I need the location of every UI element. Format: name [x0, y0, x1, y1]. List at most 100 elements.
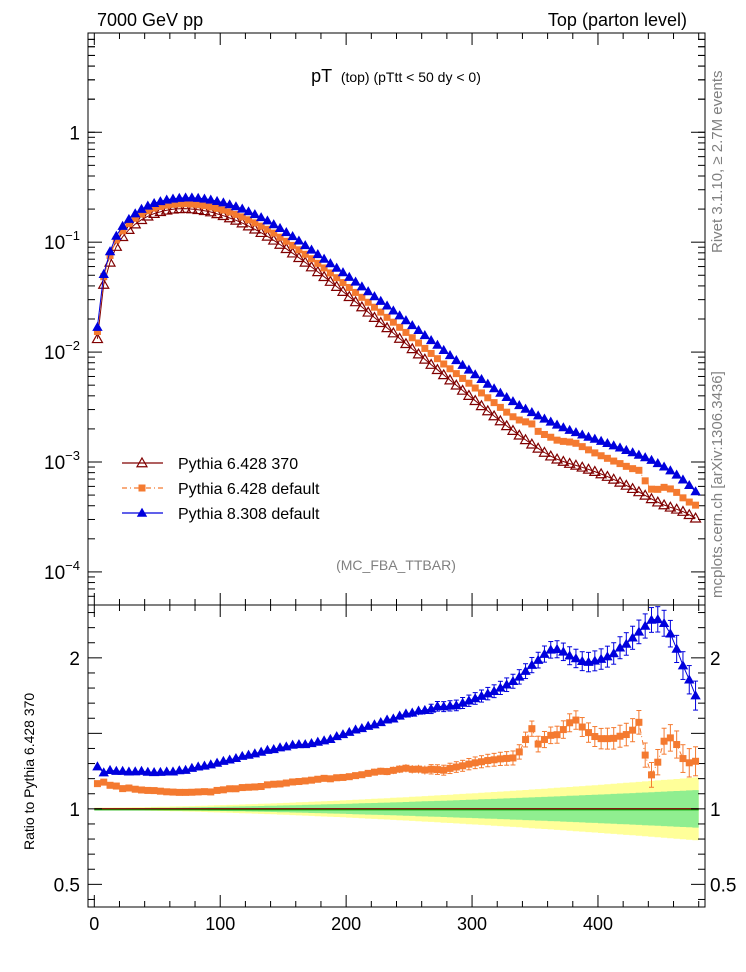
- ratio-data-point: [484, 757, 492, 765]
- ratio-data-point: [679, 755, 687, 763]
- y-tick-base: 10: [44, 453, 65, 474]
- data-point: [519, 433, 532, 445]
- ratio-data-point: [433, 766, 441, 774]
- ratio-data-point: [547, 731, 555, 739]
- data-point: [520, 403, 531, 413]
- data-point: [639, 452, 651, 462]
- ratio-data-point: [459, 762, 467, 770]
- data-point: [462, 389, 475, 400]
- y-tick-label: 10−3: [44, 448, 80, 474]
- data-point: [620, 479, 633, 490]
- data-point: [418, 353, 431, 364]
- data-point: [117, 220, 128, 230]
- ratio-data-point: [131, 785, 139, 793]
- data-point: [503, 408, 511, 416]
- data-point: [305, 260, 318, 272]
- data-point: [608, 440, 619, 450]
- ratio-data-point: [219, 786, 227, 794]
- ratio-data-point: [647, 771, 655, 779]
- data-point: [312, 249, 323, 259]
- ratio-data-point: [251, 783, 259, 791]
- ratio-data-point: [514, 671, 525, 681]
- y-tick-base: 10: [44, 343, 65, 364]
- ratio-data-point: [578, 723, 586, 731]
- data-point: [666, 485, 674, 493]
- data-point: [198, 204, 211, 216]
- data-point: [119, 227, 127, 235]
- data-point: [355, 300, 368, 312]
- data-point: [381, 300, 393, 310]
- ratio-data-point: [333, 774, 341, 782]
- ratio-data-point: [627, 632, 638, 642]
- ratio-y-tick-label: 1: [69, 800, 80, 821]
- data-point: [588, 465, 601, 476]
- data-point: [287, 231, 298, 241]
- ratio-data-point: [585, 729, 593, 737]
- data-point: [602, 437, 613, 448]
- data-point: [194, 201, 202, 209]
- ratio-data-point: [558, 646, 569, 656]
- data-point: [217, 209, 230, 221]
- ratio-data-point: [440, 766, 448, 774]
- data-point: [513, 429, 526, 440]
- legend-marker: [138, 484, 146, 492]
- data-point: [564, 424, 575, 434]
- data-point: [374, 316, 387, 328]
- data-point: [318, 253, 330, 263]
- ratio-data-point: [92, 761, 103, 771]
- data-point: [156, 203, 164, 211]
- data-point: [570, 427, 582, 437]
- data-point: [211, 207, 224, 219]
- data-point: [685, 498, 693, 506]
- ratio-data-point: [564, 650, 575, 660]
- ratio-data-point: [238, 784, 246, 792]
- data-point: [577, 429, 588, 439]
- data-point: [652, 458, 663, 468]
- data-point: [324, 275, 337, 286]
- x-tick-label: 300: [457, 914, 487, 934]
- ratio-data-point: [629, 726, 637, 734]
- ratio-y-tick-label: 0.5: [54, 875, 80, 896]
- data-point: [343, 290, 356, 302]
- ratio-data-point: [515, 748, 523, 756]
- data-point: [293, 235, 305, 245]
- ratio-data-point: [566, 719, 574, 727]
- data-point: [482, 378, 493, 388]
- ratio-data-point: [654, 758, 662, 766]
- data-point: [677, 474, 689, 484]
- data-point: [93, 327, 101, 335]
- data-point: [558, 422, 569, 432]
- data-point: [306, 244, 317, 254]
- data-point: [569, 459, 582, 470]
- data-point: [345, 283, 353, 291]
- data-point: [394, 310, 405, 320]
- ratio-data-point: [352, 772, 360, 780]
- data-point: [437, 368, 450, 380]
- data-point: [532, 410, 544, 420]
- data-point: [627, 447, 638, 457]
- y-tick-exponent: −1: [65, 228, 80, 243]
- data-point: [421, 344, 429, 352]
- data-point: [364, 298, 372, 306]
- ratio-data-point: [358, 771, 366, 779]
- legend: Pythia 6.428 370 Pythia 6.428 default Pyth…: [122, 456, 320, 523]
- data-point: [528, 420, 536, 428]
- data-point: [229, 214, 242, 225]
- data-point: [207, 203, 215, 211]
- data-point: [676, 505, 689, 516]
- data-point: [459, 374, 467, 382]
- ratio-data-point: [551, 643, 563, 654]
- y-tick-label: 10−1: [44, 228, 80, 254]
- data-point: [356, 281, 368, 291]
- legend-label: Pythia 6.428 370: [178, 456, 298, 473]
- data-point: [104, 246, 116, 256]
- data-point: [276, 233, 284, 241]
- legend-marker: [135, 456, 149, 468]
- data-point: [515, 416, 523, 424]
- data-point: [689, 512, 702, 523]
- data-point: [257, 222, 265, 230]
- plot-title-sub: (top) (pTtt < 50 dy < 0): [341, 69, 481, 85]
- ratio-data-point: [123, 766, 135, 776]
- data-point: [362, 306, 375, 317]
